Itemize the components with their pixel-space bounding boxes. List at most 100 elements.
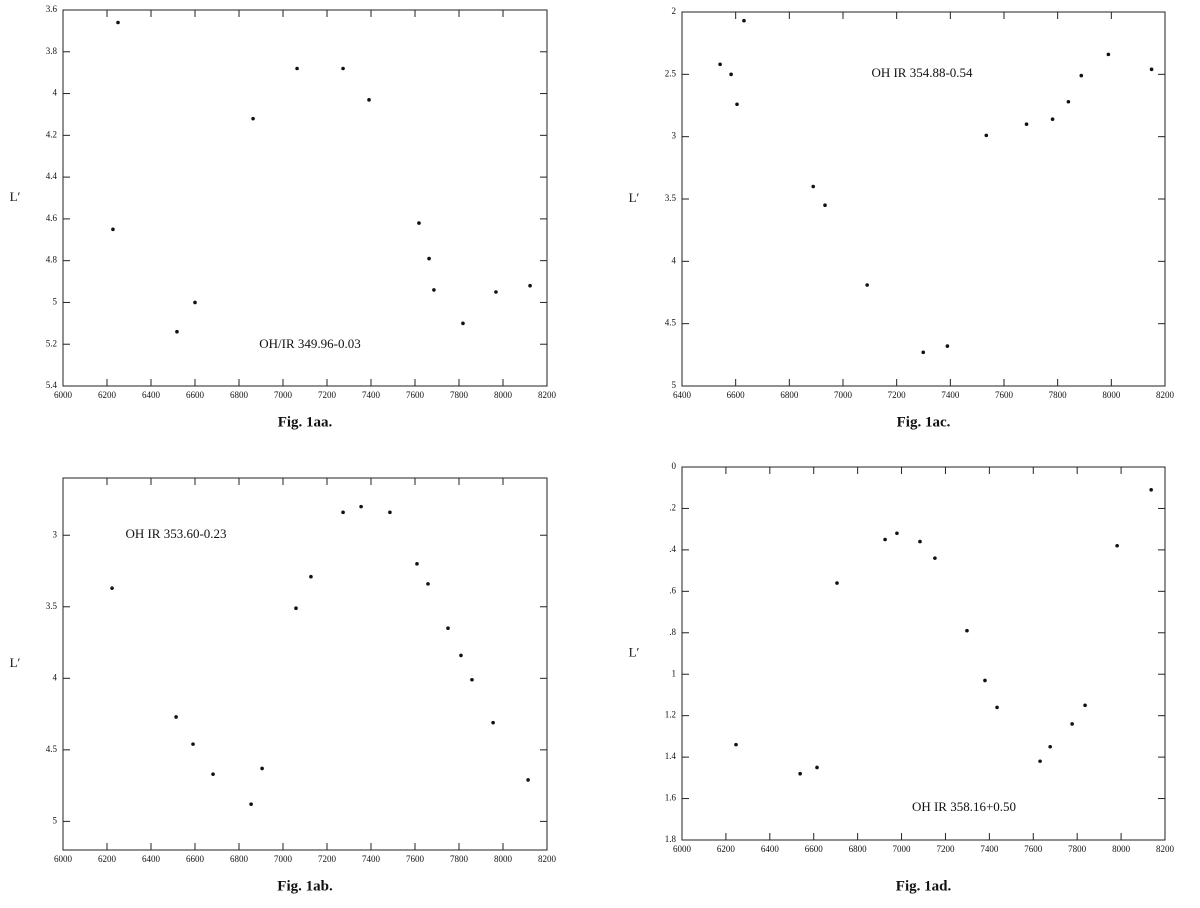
y-tick-label: 4.6 bbox=[46, 213, 58, 223]
point bbox=[1048, 744, 1052, 749]
x-tick-label: 6400 bbox=[761, 844, 780, 854]
point bbox=[735, 102, 739, 107]
y-tick-label: 5 bbox=[53, 815, 58, 825]
x-tick-label: 8000 bbox=[1112, 844, 1131, 854]
x-tick-label: 7400 bbox=[941, 390, 960, 400]
x-tick-label: 6000 bbox=[673, 844, 692, 854]
x-tick-label: 8000 bbox=[494, 854, 513, 864]
point bbox=[918, 539, 922, 544]
point bbox=[295, 66, 299, 71]
x-tick-label: 7400 bbox=[362, 390, 381, 400]
annotation: OH IR 353.60-0.23 bbox=[125, 526, 226, 541]
y-tick-label: 4.8 bbox=[46, 255, 58, 265]
y-tick-label: 1.6 bbox=[665, 793, 677, 803]
y-tick-label: 2.5 bbox=[665, 68, 677, 78]
y-tick-label: 3 bbox=[672, 131, 677, 141]
x-tick-label: 7400 bbox=[980, 844, 999, 854]
x-tick-label: 6800 bbox=[780, 390, 799, 400]
y-tick-label: 1.2 bbox=[665, 710, 676, 720]
point bbox=[1050, 117, 1055, 122]
point bbox=[1066, 99, 1071, 104]
point bbox=[193, 300, 197, 305]
x-tick-label: 7000 bbox=[274, 854, 293, 864]
x-tick-label: 8200 bbox=[538, 854, 557, 864]
plot-frame bbox=[62, 9, 548, 387]
x-tick-label: 6600 bbox=[727, 390, 746, 400]
caption: Fig. 1aa. bbox=[278, 414, 333, 430]
x-tick-label: 7200 bbox=[318, 854, 337, 864]
y-tick-label: 5 bbox=[53, 297, 58, 307]
point bbox=[933, 556, 937, 560]
point bbox=[491, 720, 495, 725]
plot-frame bbox=[62, 477, 548, 851]
point bbox=[415, 562, 419, 566]
y-axis-label: L′ bbox=[629, 190, 640, 205]
point bbox=[883, 537, 887, 542]
caption: Fig. 1ac. bbox=[897, 414, 951, 430]
point bbox=[211, 772, 215, 776]
point bbox=[388, 510, 392, 515]
x-tick-label: 7000 bbox=[834, 390, 853, 400]
y-tick-label: 1 bbox=[672, 668, 677, 678]
point bbox=[432, 288, 436, 292]
point bbox=[470, 677, 474, 682]
point bbox=[995, 705, 999, 710]
point bbox=[718, 62, 722, 67]
point bbox=[1106, 52, 1111, 57]
x-tick-label: 8200 bbox=[1156, 390, 1175, 400]
point bbox=[1070, 722, 1074, 726]
y-tick-label: .2 bbox=[669, 503, 676, 513]
x-tick-label: 6000 bbox=[54, 390, 73, 400]
point bbox=[815, 765, 819, 770]
point bbox=[175, 329, 179, 334]
point bbox=[823, 203, 827, 208]
point bbox=[984, 133, 989, 138]
y-tick-label: 4.5 bbox=[46, 744, 58, 754]
point bbox=[983, 678, 987, 683]
x-tick-label: 7800 bbox=[450, 854, 469, 864]
x-tick-label: 6600 bbox=[186, 390, 205, 400]
y-tick-label: 3.5 bbox=[46, 601, 58, 611]
y-tick-label: 3.6 bbox=[46, 4, 58, 14]
y-tick-label: 4 bbox=[53, 88, 58, 98]
point bbox=[734, 742, 738, 747]
x-tick-label: 6000 bbox=[54, 854, 73, 864]
point bbox=[835, 581, 839, 585]
y-tick-label: 5 bbox=[672, 380, 677, 390]
point bbox=[174, 715, 178, 719]
point bbox=[191, 742, 195, 746]
point bbox=[921, 350, 926, 355]
y-tick-label: 4.5 bbox=[665, 318, 677, 328]
y-tick-label: 0 bbox=[672, 461, 677, 471]
x-tick-label: 6800 bbox=[230, 390, 249, 400]
x-tick-label: 7200 bbox=[318, 390, 337, 400]
point bbox=[742, 18, 746, 23]
point bbox=[895, 531, 899, 536]
y-tick-label: 4.4 bbox=[46, 171, 58, 181]
x-tick-label: 6400 bbox=[142, 854, 161, 864]
y-tick-label: 3.8 bbox=[46, 46, 58, 56]
x-tick-label: 6600 bbox=[186, 854, 205, 864]
point bbox=[1149, 487, 1153, 492]
annotation: OH IR 358.16+0.50 bbox=[912, 799, 1016, 814]
point bbox=[427, 256, 431, 261]
x-tick-label: 7800 bbox=[1068, 844, 1087, 854]
y-tick-label: 2 bbox=[672, 6, 677, 16]
y-tick-label: 5.2 bbox=[46, 338, 57, 348]
point bbox=[359, 504, 363, 509]
caption: Fig. 1ab. bbox=[277, 878, 333, 894]
point bbox=[1079, 73, 1084, 78]
point bbox=[341, 510, 345, 515]
point bbox=[1038, 759, 1042, 764]
y-tick-label: 5.4 bbox=[46, 380, 58, 390]
point bbox=[798, 771, 802, 776]
plot-frame bbox=[681, 466, 1166, 841]
point bbox=[811, 184, 816, 189]
y-tick-label: 4 bbox=[672, 255, 677, 265]
y-tick-label: .8 bbox=[669, 627, 676, 637]
point bbox=[494, 290, 498, 294]
y-tick-label: .4 bbox=[669, 544, 676, 554]
x-tick-label: 7800 bbox=[450, 390, 469, 400]
x-tick-label: 6200 bbox=[98, 854, 117, 864]
